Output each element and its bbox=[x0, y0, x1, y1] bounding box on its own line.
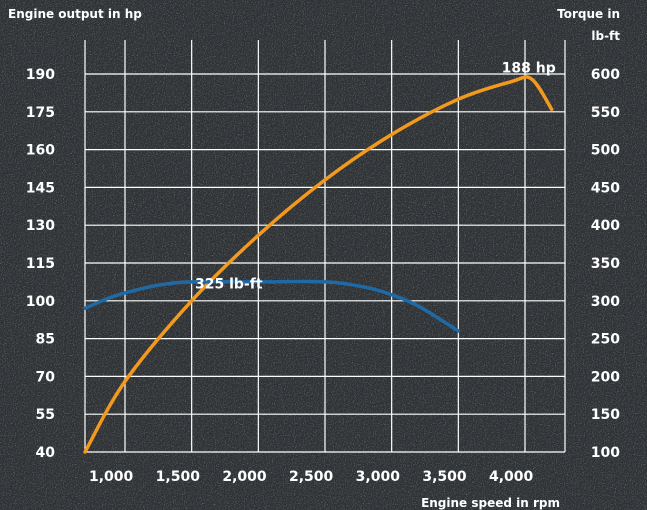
y-right-tick-label: 100 bbox=[591, 445, 620, 461]
right-axis-title-line1: Torque in bbox=[557, 7, 620, 21]
y-right-tick-label: 400 bbox=[591, 218, 620, 234]
y-left-tick-label: 70 bbox=[36, 369, 56, 385]
y-left-tick-label: 175 bbox=[26, 105, 55, 121]
x-tick-label: 2,500 bbox=[289, 469, 334, 485]
x-tick-label: 4,000 bbox=[489, 469, 534, 485]
y-left-tick-label: 145 bbox=[26, 180, 55, 196]
x-tick-label: 2,000 bbox=[222, 469, 267, 485]
peak-power-label: 188 hp bbox=[502, 61, 556, 77]
left-axis-title: Engine output in hp bbox=[8, 7, 142, 21]
x-tick-label: 1,000 bbox=[89, 469, 134, 485]
y-right-tick-label: 450 bbox=[591, 180, 620, 196]
x-tick-label: 1,500 bbox=[156, 469, 201, 485]
y-right-tick-label: 550 bbox=[591, 105, 620, 121]
y-right-tick-label: 150 bbox=[591, 407, 620, 423]
y-left-tick-label: 85 bbox=[36, 332, 55, 348]
x-axis-title: Engine speed in rpm bbox=[421, 496, 560, 510]
y-right-tick-label: 250 bbox=[591, 332, 620, 348]
y-right-tick-label: 350 bbox=[591, 256, 620, 272]
x-tick-label: 3,000 bbox=[356, 469, 401, 485]
right-axis-title-line2: lb-ft bbox=[591, 29, 620, 43]
y-right-tick-label: 600 bbox=[591, 67, 620, 83]
y-right-tick-label: 500 bbox=[591, 143, 620, 159]
peak-torque-label: 325 lb-ft bbox=[195, 277, 263, 293]
y-right-tick-label: 300 bbox=[591, 294, 620, 310]
y-left-tick-label: 190 bbox=[26, 67, 55, 83]
y-left-tick-label: 160 bbox=[26, 143, 55, 159]
y-left-tick-label: 130 bbox=[26, 218, 55, 234]
y-left-tick-label: 100 bbox=[26, 294, 55, 310]
y-left-tick-label: 40 bbox=[36, 445, 56, 461]
y-right-tick-label: 200 bbox=[591, 369, 620, 385]
x-tick-label: 3,500 bbox=[422, 469, 467, 485]
y-left-tick-label: 55 bbox=[36, 407, 55, 423]
y-left-tick-label: 115 bbox=[26, 256, 55, 272]
